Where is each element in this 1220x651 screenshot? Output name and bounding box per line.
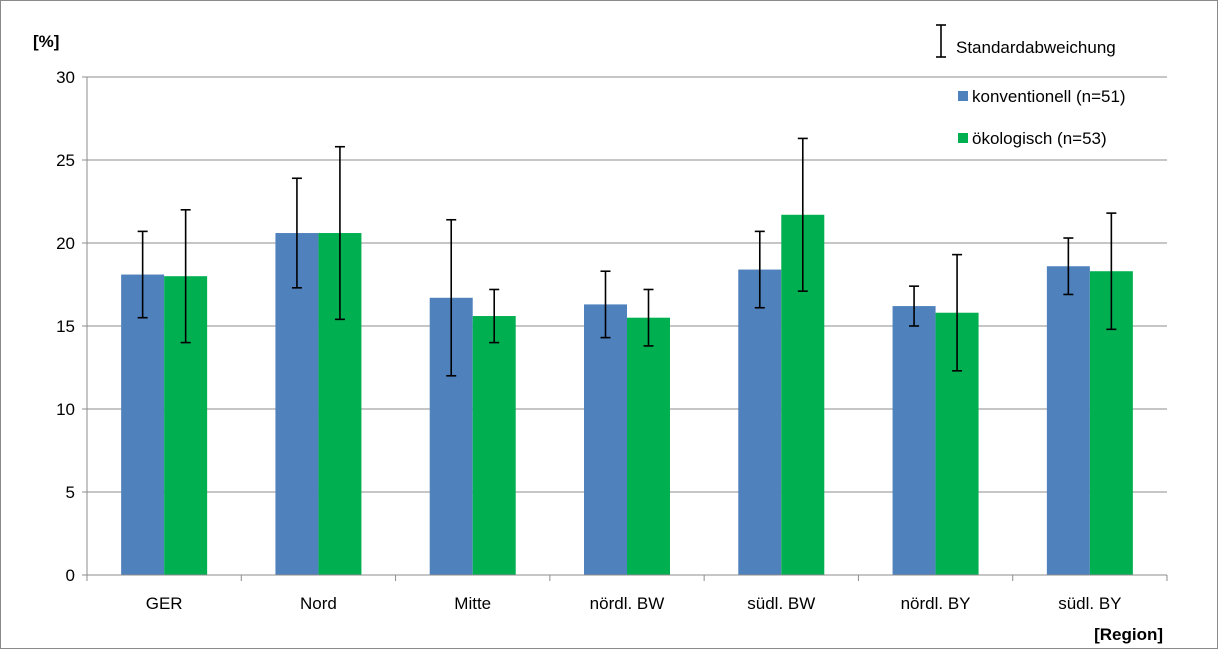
axes: 0 5 10 15 20 25 30 GER Nord Mitte nördl. BW südl. B… <box>56 68 1168 613</box>
y-tick-label: 20 <box>56 234 75 253</box>
y-tick-label: 10 <box>56 400 75 419</box>
error-bar-konventionell-nord <box>291 177 302 289</box>
bars <box>121 214 1133 576</box>
error-bar-oekologisch-suedl-by <box>1106 212 1117 331</box>
legend-error-label: Standardabweichung <box>956 38 1116 57</box>
error-bar-konventionell-noerdl-by <box>909 285 920 327</box>
legend-label-oekologisch: ökologisch (n=53) <box>972 129 1107 148</box>
bar-konventionell-noerdl-bw <box>584 304 627 575</box>
x-tick-label-noerdl-by: nördl. BY <box>901 594 971 613</box>
legend: Standardabweichung konventionell (n=51) … <box>936 24 1126 148</box>
legend-swatch-oekologisch <box>958 133 968 143</box>
y-axis-title: [%] <box>33 32 59 51</box>
error-bar-oekologisch-noerdl-bw <box>643 288 654 347</box>
y-tick-label: 0 <box>66 566 75 585</box>
bar-oekologisch-noerdl-bw <box>627 317 670 575</box>
gridlines <box>87 76 1167 493</box>
x-tick-label-mitte: Mitte <box>454 594 491 613</box>
error-bars <box>137 137 1117 377</box>
legend-error-bar-icon <box>936 24 946 58</box>
bar-konventionell-suedl-by <box>1046 266 1090 575</box>
bar-oekologisch-mitte <box>472 316 516 575</box>
bar-konventionell-suedl-bw <box>738 269 782 575</box>
x-tick-label-suedl-bw: südl. BW <box>747 594 815 613</box>
y-tick-label: 5 <box>66 483 75 502</box>
bar-konventionell-nord <box>275 233 319 576</box>
error-bar-oekologisch-noerdl-by <box>952 253 963 372</box>
x-tick-label-suedl-by: südl. BY <box>1058 594 1121 613</box>
error-bar-oekologisch-suedl-bw <box>797 137 808 292</box>
error-bar-konventionell-mitte <box>446 218 457 377</box>
x-axis-title: [Region] <box>1094 625 1163 644</box>
x-tick-label-nord: Nord <box>300 594 337 613</box>
y-tick-label: 25 <box>56 151 75 170</box>
error-bar-konventionell-ger <box>137 230 148 319</box>
legend-label-konventionell: konventionell (n=51) <box>972 87 1126 106</box>
y-tick-label: 30 <box>56 68 75 87</box>
error-bar-oekologisch-ger <box>180 209 191 344</box>
error-bar-konventionell-suedl-bw <box>754 230 765 309</box>
x-tick-label-ger: GER <box>146 594 183 613</box>
error-bar-oekologisch-nord <box>334 145 345 321</box>
bar-konventionell-ger <box>121 274 165 575</box>
error-bar-konventionell-noerdl-bw <box>600 270 611 339</box>
y-tick-label: 15 <box>56 317 75 336</box>
legend-swatch-konventionell <box>958 91 968 101</box>
x-tick-label-noerdl-bw: nördl. BW <box>590 594 665 613</box>
error-bar-konventionell-suedl-by <box>1063 237 1074 296</box>
bar-konventionell-noerdl-by <box>892 306 936 575</box>
error-bar-oekologisch-mitte <box>489 288 500 344</box>
